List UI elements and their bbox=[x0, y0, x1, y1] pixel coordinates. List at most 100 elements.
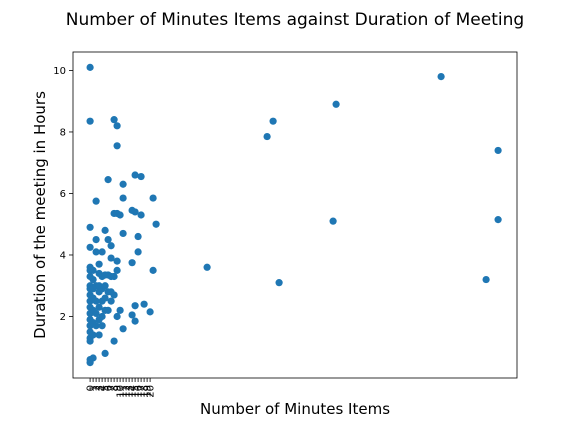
point bbox=[86, 117, 94, 125]
point bbox=[92, 236, 100, 244]
x-axis-label: Number of Minutes Items bbox=[200, 400, 390, 418]
point bbox=[494, 146, 502, 155]
point bbox=[98, 312, 106, 321]
x-tick-label: 15 bbox=[131, 385, 142, 398]
x-tick-label: 18 bbox=[140, 385, 151, 398]
point bbox=[101, 282, 109, 290]
x-tick-label: 13 bbox=[125, 385, 136, 398]
point bbox=[86, 337, 94, 345]
point bbox=[104, 236, 112, 244]
point bbox=[104, 306, 112, 314]
point bbox=[263, 132, 271, 141]
point bbox=[134, 232, 142, 241]
x-tick-label: 11 bbox=[119, 385, 130, 398]
point bbox=[95, 303, 103, 311]
point bbox=[110, 291, 118, 299]
point bbox=[89, 331, 97, 339]
point bbox=[137, 211, 145, 219]
x-tick-label: 8 bbox=[110, 385, 121, 391]
point bbox=[140, 300, 148, 308]
point bbox=[92, 322, 100, 330]
point bbox=[92, 297, 100, 305]
point bbox=[128, 311, 136, 319]
y-tick-label: 4 bbox=[60, 250, 66, 261]
point bbox=[101, 294, 109, 302]
x-tick-label: 5 bbox=[101, 385, 112, 391]
point bbox=[92, 197, 100, 205]
point bbox=[107, 242, 115, 250]
point bbox=[113, 266, 121, 274]
y-tick-label: 10 bbox=[53, 66, 66, 77]
point bbox=[329, 217, 337, 225]
point bbox=[275, 279, 283, 287]
point bbox=[95, 260, 103, 268]
point bbox=[494, 216, 502, 224]
point bbox=[86, 63, 94, 71]
point bbox=[101, 349, 109, 357]
point bbox=[116, 211, 124, 219]
y-tick-label: 6 bbox=[60, 189, 66, 200]
y-axis-label: Duration of the meeting in Hours bbox=[31, 91, 49, 339]
point bbox=[131, 317, 139, 325]
point bbox=[113, 122, 121, 130]
point bbox=[119, 229, 127, 238]
chart-title: Number of Minutes Items against Duration… bbox=[66, 10, 524, 30]
x-tick-label: 0 bbox=[86, 385, 97, 391]
point bbox=[119, 194, 127, 202]
point bbox=[95, 331, 103, 339]
point bbox=[128, 259, 136, 267]
point bbox=[98, 322, 106, 330]
point bbox=[113, 257, 121, 265]
point bbox=[113, 312, 121, 321]
point bbox=[92, 248, 100, 256]
point bbox=[110, 337, 118, 345]
point bbox=[86, 243, 94, 251]
point bbox=[113, 142, 121, 150]
x-tick-label: 12 bbox=[122, 385, 133, 398]
point bbox=[203, 263, 211, 271]
point bbox=[131, 171, 139, 179]
x-tick-label: 3 bbox=[95, 385, 106, 391]
point bbox=[137, 172, 145, 181]
point bbox=[110, 116, 118, 124]
point bbox=[119, 325, 127, 333]
point bbox=[107, 297, 115, 305]
point bbox=[152, 220, 160, 228]
x-tick-label: 16 bbox=[134, 385, 145, 398]
y-tick-label: 8 bbox=[60, 127, 66, 138]
point bbox=[269, 117, 277, 125]
point bbox=[131, 208, 139, 216]
x-tick-label: 7 bbox=[107, 385, 118, 391]
point bbox=[134, 248, 142, 256]
point bbox=[332, 100, 340, 108]
point bbox=[107, 254, 115, 262]
point bbox=[89, 275, 97, 284]
x-tick-label: 2 bbox=[92, 385, 103, 391]
point bbox=[101, 226, 109, 234]
point bbox=[92, 309, 100, 318]
point bbox=[110, 272, 118, 281]
point bbox=[482, 275, 490, 284]
x-tick-label: 17 bbox=[137, 385, 148, 398]
x-tick-label: 20 bbox=[146, 385, 157, 398]
point bbox=[98, 248, 106, 256]
point bbox=[89, 266, 97, 274]
point bbox=[149, 266, 157, 274]
point bbox=[104, 176, 112, 184]
point bbox=[437, 73, 445, 81]
x-tick-label: 10 bbox=[116, 385, 127, 398]
x-tick-label: 4 bbox=[98, 385, 109, 391]
point bbox=[89, 354, 97, 362]
point bbox=[86, 223, 94, 231]
x-tick-label: 6 bbox=[104, 385, 115, 391]
x-tick-label: 9 bbox=[113, 385, 124, 391]
x-tick-label: 19 bbox=[143, 385, 154, 398]
point bbox=[146, 308, 154, 316]
y-tick-label: 2 bbox=[60, 312, 66, 323]
x-tick-label: 14 bbox=[128, 385, 139, 398]
point bbox=[116, 306, 124, 314]
point bbox=[119, 180, 127, 188]
point bbox=[149, 194, 157, 202]
point bbox=[131, 302, 139, 310]
